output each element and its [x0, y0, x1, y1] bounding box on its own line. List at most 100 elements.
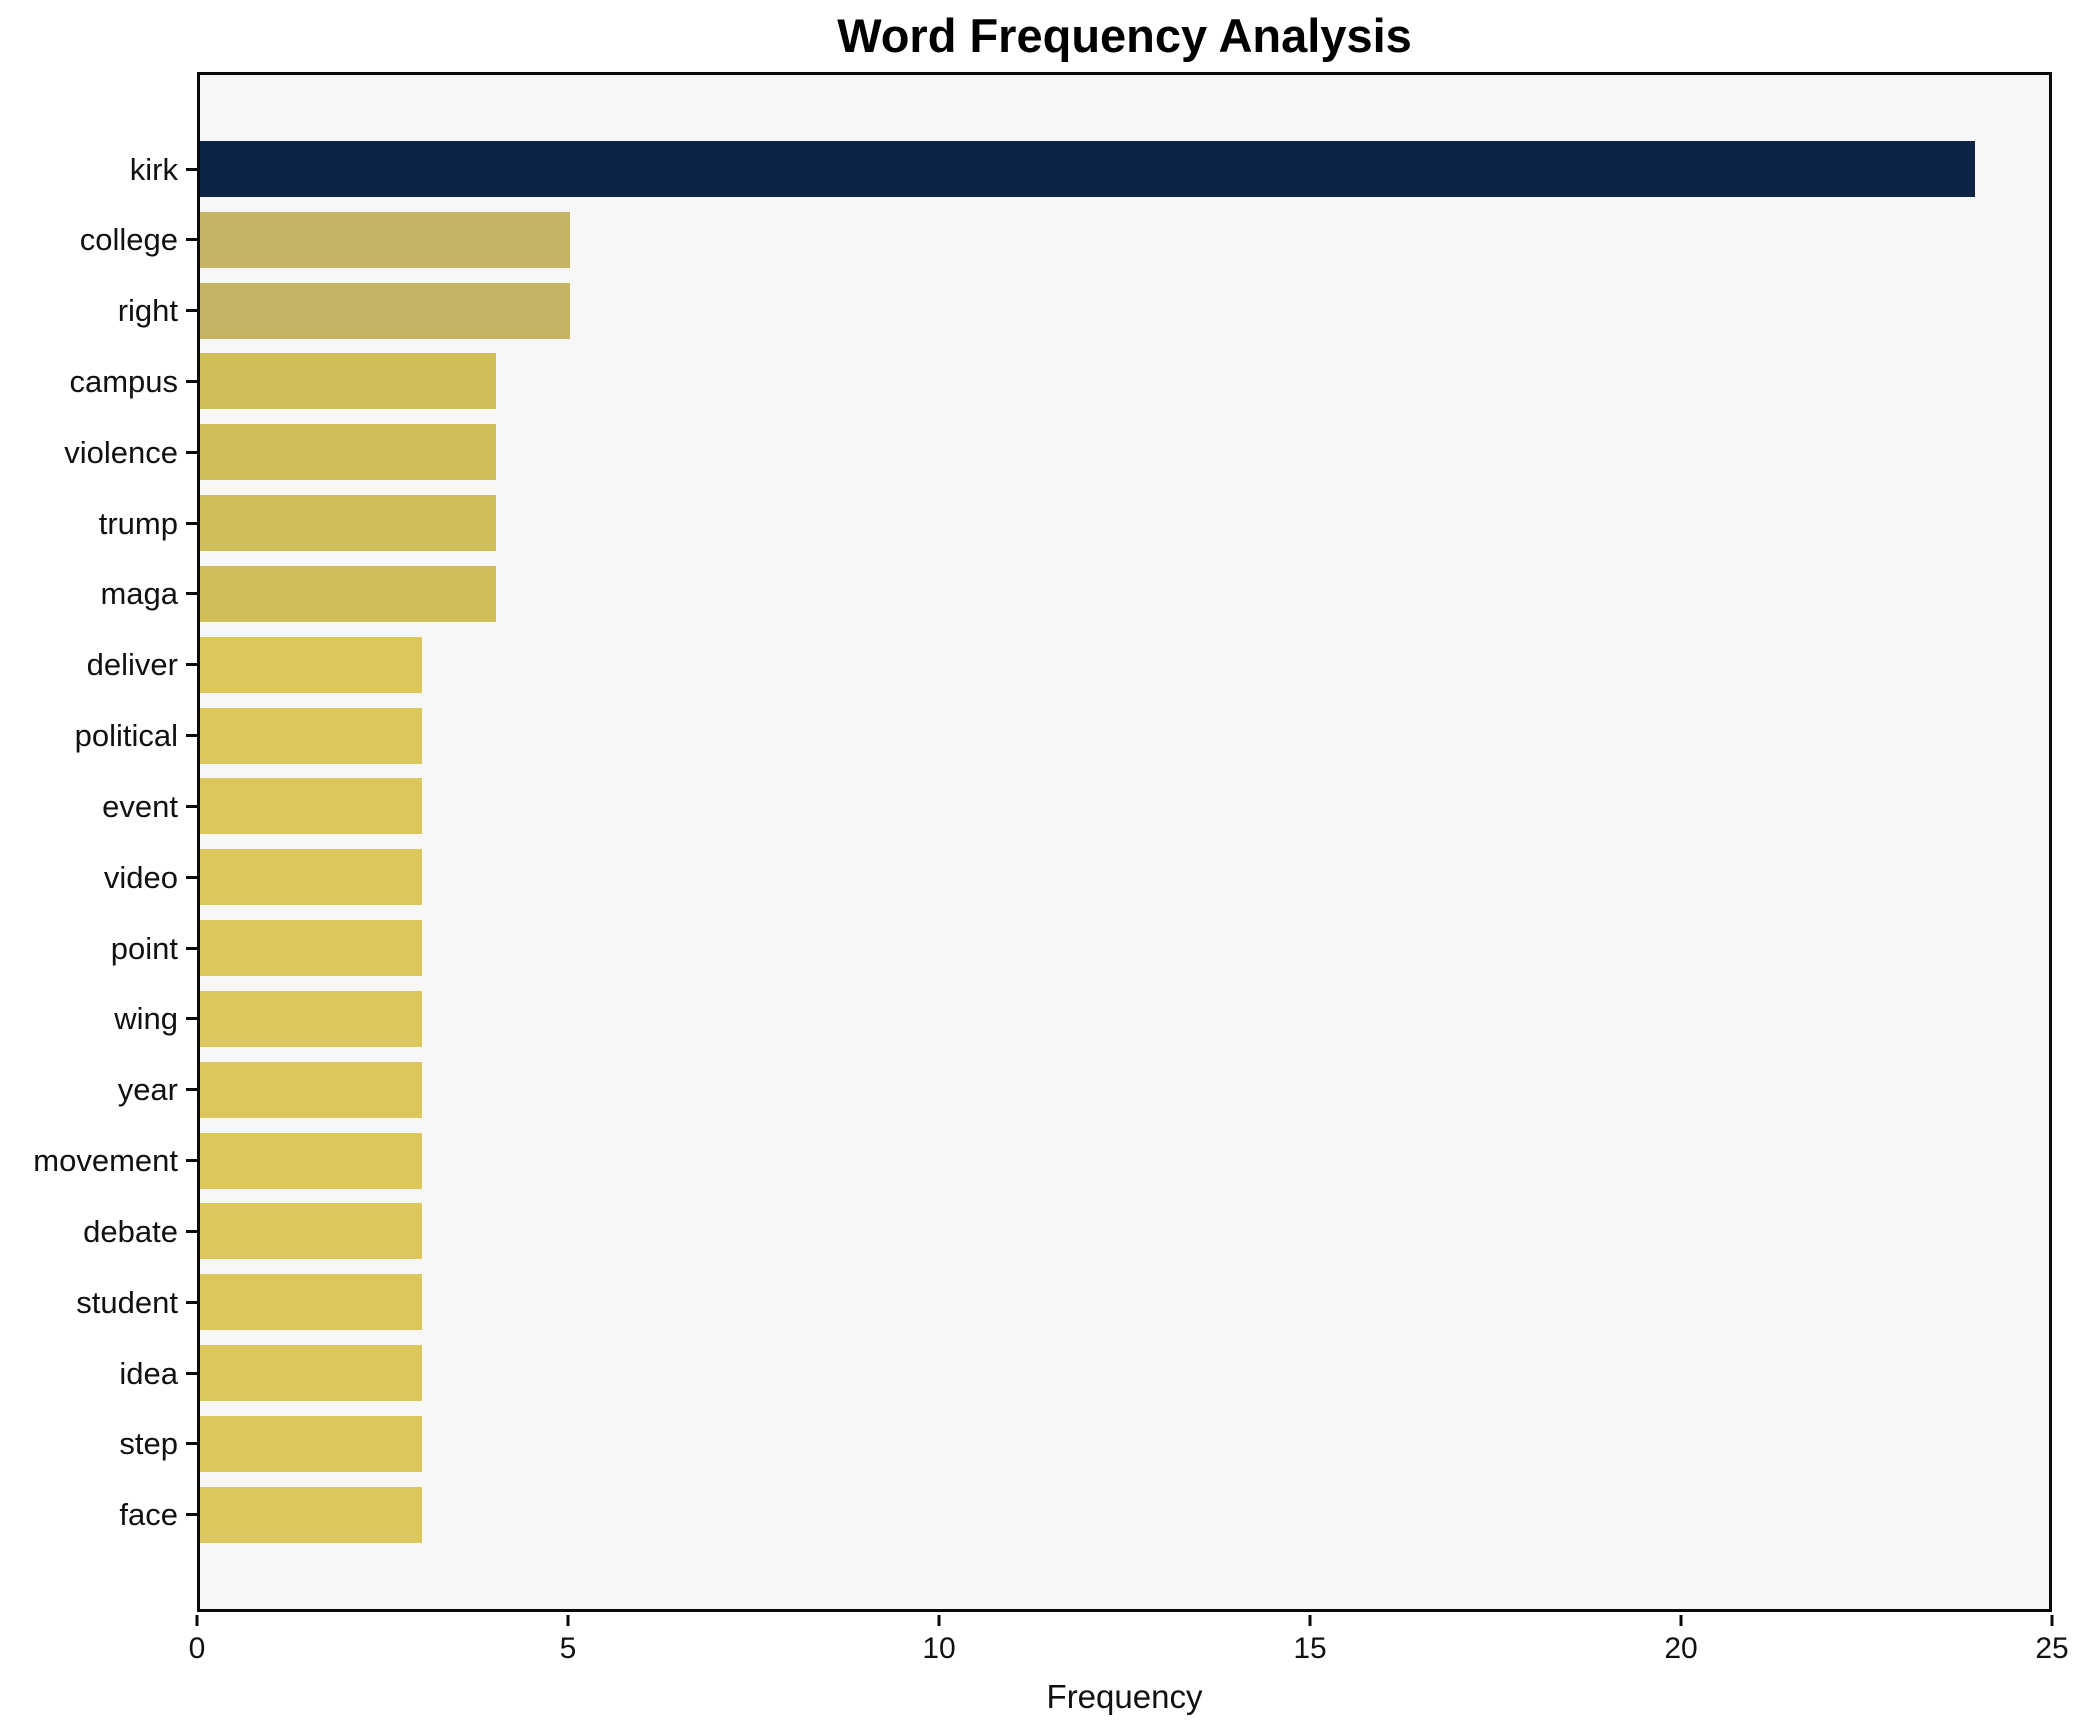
- x-tick-label: 15: [1293, 1632, 1327, 1665]
- y-label-row: debate: [0, 1203, 197, 1259]
- y-label-row: wing: [0, 991, 197, 1047]
- y-tick-label: face: [119, 1497, 178, 1533]
- bar-year: [200, 1061, 422, 1118]
- x-tick-label: 20: [1664, 1632, 1698, 1665]
- y-tick-mark: [186, 309, 197, 313]
- x-tick-mark: [566, 1615, 570, 1626]
- y-label-row: step: [0, 1416, 197, 1472]
- bar-row: [200, 707, 2049, 764]
- y-label-row: event: [0, 778, 197, 834]
- bar-row: [200, 211, 2049, 268]
- y-tick-label: year: [117, 1072, 178, 1108]
- bar-student: [200, 1274, 422, 1331]
- bar-deliver: [200, 636, 422, 693]
- y-tick-label: wing: [114, 1001, 178, 1037]
- y-tick-mark: [186, 1371, 197, 1375]
- y-label-row: student: [0, 1274, 197, 1330]
- bar-video: [200, 849, 422, 906]
- bars-container: [200, 75, 2049, 1609]
- y-tick-label: point: [110, 930, 178, 966]
- y-axis-labels: kirk college right campus violence trump maga d…: [0, 75, 197, 1609]
- bar-wing: [200, 990, 422, 1047]
- y-tick-mark: [186, 167, 197, 171]
- bar-row: [200, 353, 2049, 410]
- bar-row: [200, 282, 2049, 339]
- x-tick-label: 25: [2035, 1632, 2069, 1665]
- chart-title: Word Frequency Analysis: [837, 9, 1412, 62]
- bar-row: [200, 565, 2049, 622]
- y-tick-label: campus: [69, 363, 178, 399]
- y-tick-label: political: [74, 718, 178, 754]
- y-tick-label: movement: [33, 1143, 178, 1179]
- bar-row: [200, 1203, 2049, 1260]
- bar-right: [200, 282, 570, 339]
- y-tick-mark: [186, 734, 197, 738]
- y-label-row: movement: [0, 1133, 197, 1189]
- bar-row: [200, 990, 2049, 1047]
- bar-violence: [200, 424, 496, 481]
- y-tick-label: maga: [100, 576, 178, 612]
- bar-row: [200, 1274, 2049, 1331]
- y-tick-label: idea: [119, 1355, 178, 1391]
- y-label-row: video: [0, 849, 197, 905]
- x-tick-mark: [195, 1615, 199, 1626]
- y-label-row: right: [0, 283, 197, 339]
- bar-kirk: [200, 141, 1976, 197]
- bar-college: [200, 211, 570, 268]
- bar-row: [200, 636, 2049, 693]
- y-tick-mark: [186, 1017, 197, 1021]
- y-label-row: college: [0, 212, 197, 268]
- y-tick-mark: [186, 521, 197, 525]
- y-tick-mark: [186, 1088, 197, 1092]
- bar-row: [200, 920, 2049, 977]
- bar-event: [200, 778, 422, 835]
- y-tick-label: trump: [98, 505, 178, 541]
- y-tick-label: right: [117, 293, 178, 329]
- y-label-row: idea: [0, 1345, 197, 1401]
- y-label-row: violence: [0, 424, 197, 480]
- bar-trump: [200, 495, 496, 552]
- x-axis-title: Frequency: [1046, 1678, 1203, 1715]
- y-tick-mark: [186, 1229, 197, 1233]
- y-tick-label: violence: [64, 434, 178, 470]
- bar-movement: [200, 1132, 422, 1189]
- x-tick-label: 5: [559, 1632, 577, 1665]
- y-label-row: deliver: [0, 637, 197, 693]
- y-tick-label: kirk: [129, 151, 178, 187]
- bar-face: [200, 1486, 422, 1543]
- y-tick-label: student: [76, 1284, 178, 1320]
- x-tick-label: 10: [922, 1632, 956, 1665]
- x-tick-mark: [1308, 1615, 1312, 1626]
- bar-point: [200, 920, 422, 977]
- y-tick-mark: [186, 379, 197, 383]
- y-tick-label: step: [119, 1426, 178, 1462]
- bar-row: [200, 1132, 2049, 1189]
- y-tick-label: deliver: [86, 647, 178, 683]
- bar-step: [200, 1415, 422, 1472]
- bar-row: [200, 495, 2049, 552]
- y-tick-mark: [186, 804, 197, 808]
- bar-row: [200, 1061, 2049, 1118]
- y-label-row: point: [0, 920, 197, 976]
- y-tick-mark: [186, 592, 197, 596]
- bar-maga: [200, 565, 496, 622]
- y-tick-mark: [186, 875, 197, 879]
- bar-idea: [200, 1345, 422, 1402]
- y-label-row: trump: [0, 495, 197, 551]
- y-tick-mark: [186, 663, 197, 667]
- bar-row: [200, 849, 2049, 906]
- x-tick-mark: [2050, 1615, 2054, 1626]
- bar-row: [200, 141, 2049, 197]
- y-label-row: kirk: [0, 141, 197, 197]
- bar-row: [200, 778, 2049, 835]
- x-tick-mark: [1679, 1615, 1683, 1626]
- bar-campus: [200, 353, 496, 410]
- y-label-row: campus: [0, 353, 197, 409]
- y-label-row: maga: [0, 566, 197, 622]
- bar-row: [200, 1345, 2049, 1402]
- x-axis: 0 5 10 15 20 25: [189, 1612, 2069, 1692]
- y-tick-mark: [186, 1159, 197, 1163]
- x-tick-mark: [937, 1615, 941, 1626]
- y-tick-label: event: [102, 788, 178, 824]
- plot-area: [197, 72, 2052, 1612]
